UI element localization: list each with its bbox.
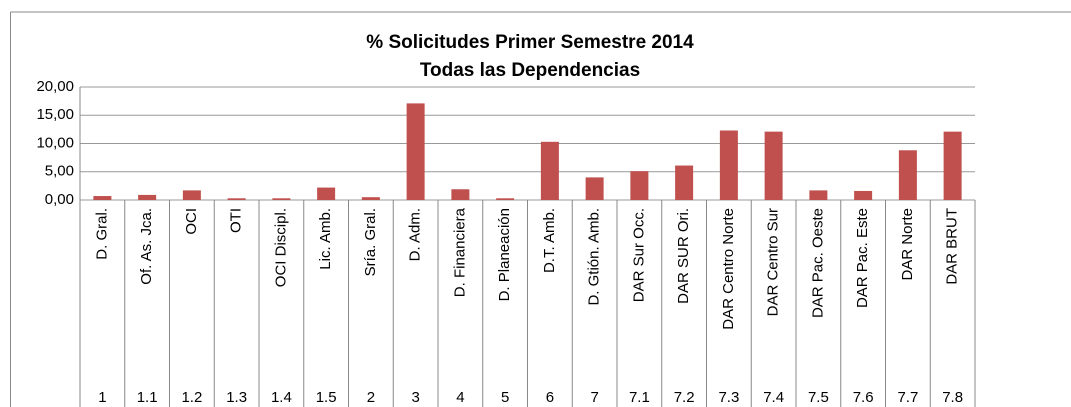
y-tick-label: 5,00 [45, 163, 74, 180]
x-code-label: 1.5 [316, 389, 337, 406]
bar [93, 196, 112, 200]
bar [898, 150, 917, 200]
x-code-label: 7.2 [674, 389, 695, 406]
x-code-label: 7.6 [853, 389, 874, 406]
x-tick-label: DAR Centro Sur [765, 208, 782, 316]
x-code-label: 1.2 [181, 389, 202, 406]
x-code-label: 7.7 [897, 389, 918, 406]
x-tick-label: D. Gtión. Amb. [586, 208, 603, 306]
x-code-label: 7.5 [808, 389, 829, 406]
chart-subtitle: Todas las Dependencias [420, 60, 640, 81]
x-code-label: 3 [411, 389, 419, 406]
x-tick-label: D. Planeación [496, 208, 513, 301]
x-code-label: 4 [456, 389, 464, 406]
x-tick-label: DAR Pac. Este [854, 208, 871, 308]
x-code-label: 1 [98, 389, 106, 406]
x-tick-label: D. Financiera [451, 207, 468, 297]
x-code-label: 7.8 [942, 389, 963, 406]
bar [675, 165, 694, 200]
x-code-label: 1.3 [226, 389, 247, 406]
bar [809, 190, 828, 200]
bar [943, 131, 962, 200]
x-tick-label: DAR Pac. Oeste [809, 208, 826, 318]
x-tick-label: DAR Norte [899, 208, 916, 281]
x-tick-label: OCI Discipl. [272, 208, 289, 287]
x-code-label: 5 [501, 389, 509, 406]
x-tick-label: DAR SUR Ori. [675, 208, 692, 304]
bar [630, 171, 649, 200]
bar [496, 198, 515, 200]
x-code-label: 7.4 [763, 389, 784, 406]
bar [719, 130, 738, 200]
x-tick-label: D. Gral. [93, 208, 110, 260]
x-tick-label: Lic. Amb. [317, 208, 334, 270]
y-tick-label: 15,00 [36, 106, 74, 123]
x-code-label: 7 [590, 389, 598, 406]
bar [361, 197, 380, 200]
y-tick-label: 0,00 [45, 191, 74, 208]
x-code-label: 7.1 [629, 389, 650, 406]
bar [406, 103, 425, 200]
bar [585, 177, 604, 200]
bar [451, 189, 470, 200]
x-tick-label: OCI [183, 208, 200, 235]
y-tick-label: 20,00 [36, 78, 74, 95]
chart-title: % Solicitudes Primer Semestre 2014 [366, 32, 694, 53]
x-tick-label: OTI [228, 208, 245, 233]
x-tick-label: Sría. Gral. [362, 208, 379, 276]
bar [227, 198, 246, 200]
x-code-label: 6 [546, 389, 554, 406]
bar [540, 141, 559, 200]
x-code-label: 1.1 [137, 389, 158, 406]
x-tick-label: Of. As. Jca. [138, 208, 155, 285]
x-tick-label: D.T. Amb. [541, 208, 558, 273]
x-tick-label: DAR Centro Norte [720, 208, 737, 330]
bar [317, 187, 336, 200]
x-tick-label: D. Adm. [407, 208, 424, 261]
x-tick-label: DAR BRUT [944, 208, 961, 285]
x-tick-label: DAR Sur Occ. [630, 208, 647, 302]
bar [182, 190, 201, 200]
bar [854, 190, 873, 200]
x-code-label: 1.4 [271, 389, 292, 406]
x-code-label: 2 [367, 389, 375, 406]
bar [764, 131, 783, 200]
y-tick-label: 10,00 [36, 134, 74, 151]
bar [138, 194, 157, 200]
bar [272, 198, 291, 200]
x-code-label: 7.3 [718, 389, 739, 406]
